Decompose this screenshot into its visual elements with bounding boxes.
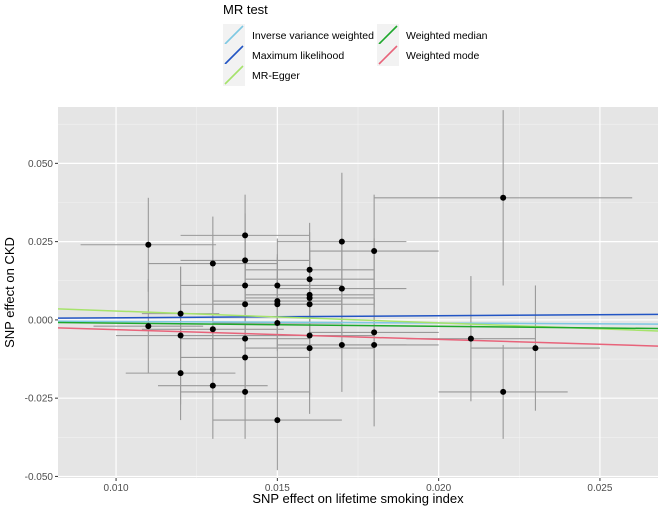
data-point xyxy=(306,332,313,339)
y-tick-label: -0.050 xyxy=(25,472,54,483)
legend-swatch-weighted-median xyxy=(378,25,398,45)
legend-label-weighted-median: Weighted median xyxy=(406,30,488,42)
y-tick-label: -0.025 xyxy=(25,394,54,405)
data-point xyxy=(145,323,152,330)
legend-item-inverse-variance-weighted: Inverse variance weighted xyxy=(223,24,374,46)
data-point xyxy=(274,320,281,327)
legend-item-maximum-likelihood: Maximum likelihood xyxy=(223,44,344,66)
x-tick-label: 0.010 xyxy=(104,483,129,494)
data-point xyxy=(306,294,313,301)
legend-item-weighted-mode: Weighted mode xyxy=(377,44,480,66)
legend-title: MR test xyxy=(223,2,268,17)
legend-label-inverse-variance-weighted: Inverse variance weighted xyxy=(252,30,374,42)
data-point xyxy=(242,257,249,264)
data-point xyxy=(242,282,249,289)
data-point xyxy=(306,301,313,308)
data-point xyxy=(209,326,216,333)
x-tick-label: 0.025 xyxy=(587,483,612,494)
data-point xyxy=(371,248,378,255)
data-point xyxy=(242,232,249,239)
y-axis-title: SNP effect on CKD xyxy=(2,237,17,348)
x-axis-title: SNP effect on lifetime smoking index xyxy=(252,491,464,506)
data-point xyxy=(242,388,249,395)
data-point xyxy=(338,285,345,292)
legend-item-mr-egger: MR-Egger xyxy=(223,64,300,86)
data-point xyxy=(242,335,249,342)
x-tick-label: 0.015 xyxy=(265,483,290,494)
data-point xyxy=(532,345,539,352)
fit-line-weighted-median xyxy=(57,321,659,330)
data-point xyxy=(274,301,281,308)
legend-item-weighted-median: Weighted median xyxy=(377,24,488,46)
legend-label-maximum-likelihood: Maximum likelihood xyxy=(252,50,344,62)
data-point xyxy=(500,194,507,201)
legend-swatch-mr-egger xyxy=(224,65,244,85)
data-point xyxy=(306,345,313,352)
data-point xyxy=(242,301,249,308)
data-point xyxy=(500,388,507,395)
data-point xyxy=(338,341,345,348)
fit-lines xyxy=(57,308,659,347)
fit-line-maximum-likelihood xyxy=(57,313,659,319)
data-point xyxy=(306,276,313,283)
data-point xyxy=(274,417,281,424)
legend-label-mr-egger: MR-Egger xyxy=(252,70,300,82)
legend-swatch-weighted-mode xyxy=(378,45,398,65)
data-point xyxy=(209,260,216,267)
legend-swatch-inverse-variance-weighted xyxy=(224,25,244,45)
y-tick-label: 0.025 xyxy=(28,237,53,248)
fit-line-inverse-variance-weighted xyxy=(57,320,659,325)
fit-line-weighted-mode xyxy=(57,327,659,347)
data-point xyxy=(177,370,184,377)
data-point xyxy=(467,335,474,342)
data-point xyxy=(177,332,184,339)
data-point xyxy=(306,266,313,273)
data-point xyxy=(274,282,281,289)
x-tick-label: 0.020 xyxy=(426,483,451,494)
y-tick-label: 0.050 xyxy=(28,159,53,170)
legend: MR test Inverse variance weighted Maximum… xyxy=(223,2,488,86)
data-point xyxy=(145,241,152,248)
y-tick-label: 0.000 xyxy=(28,315,53,326)
data-point xyxy=(371,329,378,336)
data-point xyxy=(177,310,184,317)
data-point xyxy=(338,238,345,245)
data-point xyxy=(242,354,249,361)
grid-minor xyxy=(58,107,658,478)
data-point xyxy=(209,382,216,389)
data-point xyxy=(371,341,378,348)
legend-swatch-maximum-likelihood xyxy=(224,45,244,65)
data-points xyxy=(145,194,539,424)
axes: 0.010 0.015 0.020 0.025 -0.050 -0.025 0.000 0.0… xyxy=(25,159,613,494)
legend-label-weighted-mode: Weighted mode xyxy=(406,50,480,62)
